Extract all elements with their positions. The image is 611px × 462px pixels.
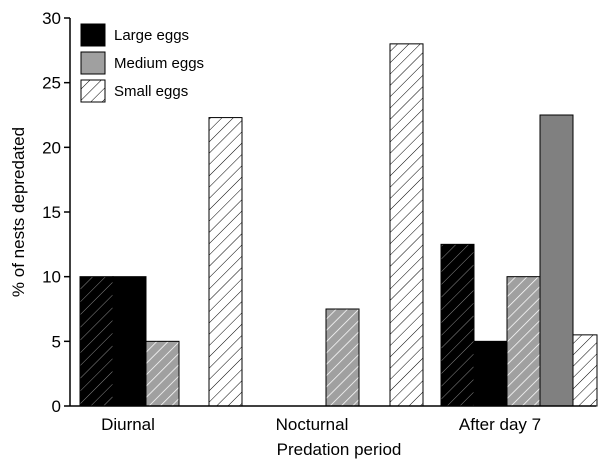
bar [145,340,180,407]
y-ticks: 0 5 10 15 20 25 30 [42,9,70,416]
legend: Large eggs Medium eggs Small eggs [80,23,204,103]
bar [572,334,598,407]
y-tick-label: 0 [52,397,61,416]
legend-label: Small eggs [114,83,188,100]
y-tick-label: 5 [52,332,61,351]
legend-label: Large eggs [114,27,189,44]
bars-layer [79,43,598,407]
y-tick-label: 15 [42,203,61,222]
bar [506,276,541,407]
y-axis-label: % of nests depredated [9,127,28,297]
legend-label: Medium eggs [114,55,204,72]
legend-swatch [80,79,106,103]
legend-swatch [80,23,106,47]
bar [539,114,574,407]
bar [473,340,508,407]
x-tick-label: Nocturnal [276,415,349,434]
bar [389,43,424,407]
y-tick-label: 25 [42,74,61,93]
y-tick-label: 10 [42,268,61,287]
bar [325,308,360,407]
x-tick-labels: Diurnal Nocturnal After day 7 [101,415,541,434]
y-tick-label: 20 [42,138,61,157]
x-tick-label: After day 7 [459,415,541,434]
legend-swatch [80,51,106,75]
y-tick-label: 30 [42,9,61,28]
bar [440,243,475,407]
bar [208,117,243,407]
x-tick-label: Diurnal [101,415,155,434]
bar [112,276,147,407]
bar [79,276,114,407]
x-axis-label: Predation period [277,440,402,459]
